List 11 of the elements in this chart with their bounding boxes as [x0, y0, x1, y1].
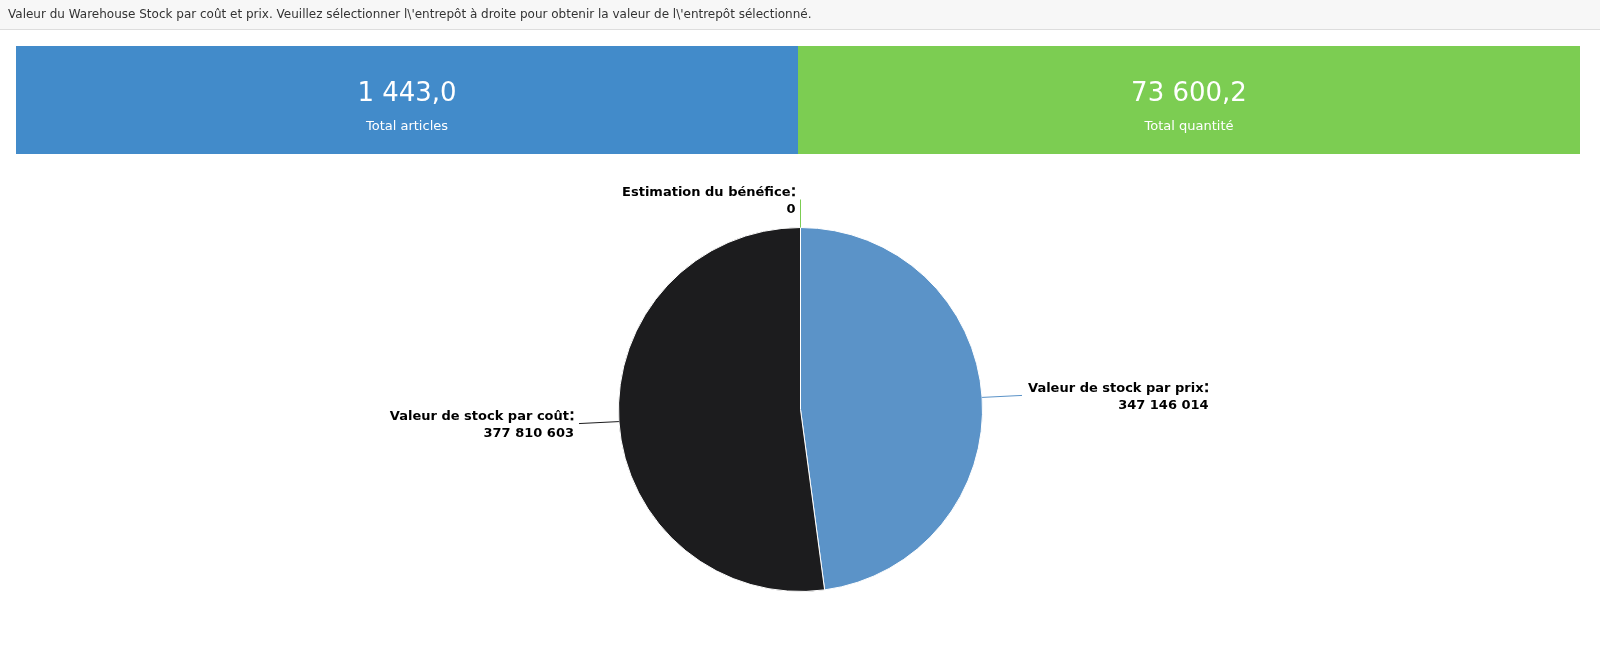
text: 1 443,0	[356, 76, 458, 109]
text: Total articles	[364, 117, 449, 136]
data-label: 347 146 014	[1118, 396, 1209, 412]
slice-label: Valeur de stock par prix	[1028, 379, 1205, 395]
text: Total quantité	[1143, 117, 1235, 136]
text: 0	[786, 201, 796, 216]
text: Valeur du Warehouse Stock par coût et prix. Veuillez sélectionner l\'entrepôt à droite pour obtenir la valeur de l\'entrepôt sélectionné.	[0, 0, 1600, 31]
slice-label: Valeur de stock par coût	[389, 408, 569, 424]
text: 73 600,2	[1130, 76, 1248, 109]
data-label: 377 810 603	[483, 425, 574, 441]
legend-label: Estimation du bénéfice	[622, 184, 791, 199]
